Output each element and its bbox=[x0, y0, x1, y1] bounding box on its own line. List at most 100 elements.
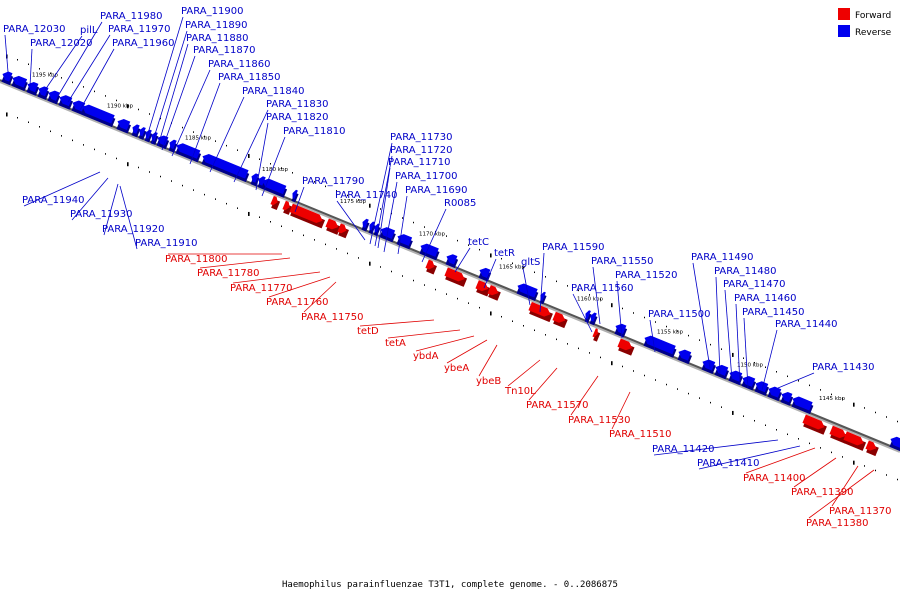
gene-label: PARA_11590 bbox=[542, 242, 604, 253]
base-dot bbox=[534, 271, 535, 274]
base-dot bbox=[468, 302, 469, 304]
base-dot bbox=[567, 285, 568, 287]
reverse-gene-block bbox=[677, 349, 692, 365]
forward-gene-block bbox=[425, 259, 437, 275]
forward-gene-block bbox=[444, 267, 468, 287]
base-dot bbox=[776, 429, 777, 431]
gene-label: PARA_11520 bbox=[615, 270, 677, 281]
forward-gene-block bbox=[475, 280, 491, 297]
base-dot bbox=[149, 113, 150, 115]
label-leader-line bbox=[336, 200, 366, 241]
gene-label: PARA_11890 bbox=[185, 20, 247, 31]
base-dot bbox=[897, 420, 898, 423]
base-dot bbox=[633, 370, 634, 372]
reverse-gene-block bbox=[250, 173, 260, 187]
label-leader-line bbox=[303, 281, 337, 313]
gene-arrow bbox=[82, 104, 115, 124]
label-leader-line bbox=[383, 181, 398, 253]
base-dot bbox=[809, 442, 810, 445]
base-dot bbox=[116, 157, 117, 160]
label-leader-line bbox=[255, 122, 269, 191]
gene-label: PARA_11880 bbox=[186, 33, 248, 44]
scale-ticks: 1195 kbp 1190 kbp 1185 kbp 1180 kbp 1175 kbp… bbox=[32, 73, 845, 403]
gene-arrow bbox=[829, 425, 846, 439]
reverse-gene-block bbox=[791, 396, 814, 415]
base-dot bbox=[666, 325, 667, 328]
label-leader-line bbox=[793, 457, 837, 488]
gene-arrow bbox=[425, 259, 435, 270]
base-dot bbox=[600, 356, 601, 359]
base-dot bbox=[94, 148, 95, 151]
base-dot bbox=[72, 81, 73, 84]
label-leader-line bbox=[145, 16, 184, 141]
reverse-gene-block bbox=[81, 104, 116, 128]
gene-label: PARA_11570 bbox=[526, 400, 588, 411]
label-leader-line bbox=[369, 142, 393, 245]
forward-gene-block bbox=[592, 328, 601, 342]
reverse-gene-block bbox=[361, 218, 370, 232]
gene-arrow bbox=[282, 200, 290, 211]
base-dot bbox=[589, 294, 590, 296]
scale-tick-label: 1155 kbp bbox=[657, 329, 683, 335]
forward-gene-block bbox=[802, 414, 827, 435]
base-dot bbox=[787, 433, 788, 436]
gene-label: tetA bbox=[385, 338, 406, 349]
label-leader-line bbox=[119, 185, 138, 250]
reverse-gene-block bbox=[754, 381, 769, 396]
gene-arrow bbox=[528, 301, 551, 317]
base-dot bbox=[193, 131, 194, 133]
base-dot bbox=[424, 284, 425, 286]
base-dot bbox=[424, 226, 425, 228]
label-leader-line bbox=[29, 48, 33, 87]
forward-gene-block bbox=[552, 311, 568, 329]
base-dot bbox=[237, 207, 238, 209]
gene-arrow bbox=[802, 414, 825, 430]
gene-arrow bbox=[169, 139, 177, 150]
forward-gene-block bbox=[282, 200, 293, 215]
gene-label: PARA_11730 bbox=[390, 132, 452, 143]
reverse-gene-block bbox=[116, 119, 131, 134]
base-dot bbox=[325, 185, 326, 188]
gene-arrow bbox=[72, 100, 86, 112]
forward-gene-block bbox=[528, 301, 553, 323]
gene-label: PARA_11410 bbox=[697, 458, 759, 469]
gene-arrow bbox=[865, 440, 877, 451]
gene-label: PARA_11860 bbox=[208, 59, 270, 70]
gene-arrow bbox=[702, 359, 716, 371]
label-leader-line bbox=[415, 335, 475, 352]
gene-label: PARA_11830 bbox=[266, 99, 328, 110]
base-dot bbox=[314, 181, 315, 183]
base-dot bbox=[182, 184, 183, 187]
base-dot bbox=[721, 348, 722, 350]
base-dot bbox=[347, 252, 348, 255]
base-dot bbox=[270, 163, 271, 165]
base-dot bbox=[39, 68, 40, 70]
label-leader-line bbox=[268, 276, 331, 298]
gene-arrow bbox=[132, 124, 140, 134]
base-dot bbox=[336, 248, 337, 250]
base-dot bbox=[534, 329, 535, 332]
label-leader-line bbox=[377, 167, 391, 249]
base-dot bbox=[17, 116, 18, 119]
reverse-gene-block bbox=[445, 254, 459, 269]
base-dot bbox=[864, 465, 865, 467]
gene-label: PARA_11960 bbox=[112, 38, 174, 49]
reverse-gene-block bbox=[419, 243, 440, 261]
base-dot bbox=[303, 234, 304, 237]
base-dot bbox=[105, 153, 106, 155]
gene-label: PARA_11810 bbox=[283, 126, 345, 137]
label-leader-line bbox=[539, 252, 545, 313]
scale-tick-label: 1185 kbp bbox=[185, 135, 211, 141]
base-dot bbox=[116, 99, 117, 102]
figure-caption: Haemophilus parainfluenzae T3T1, complet… bbox=[282, 580, 618, 590]
gene-arrow bbox=[202, 153, 249, 179]
forward-gene-block bbox=[289, 203, 326, 229]
label-leader-line bbox=[724, 289, 733, 381]
base-dot bbox=[281, 167, 282, 170]
gene-label: Tn10L bbox=[504, 386, 536, 397]
gene-arrow bbox=[444, 267, 465, 282]
base-dot bbox=[710, 401, 711, 404]
base-dot bbox=[479, 248, 480, 251]
gene-label: PARA_11480 bbox=[714, 266, 776, 277]
